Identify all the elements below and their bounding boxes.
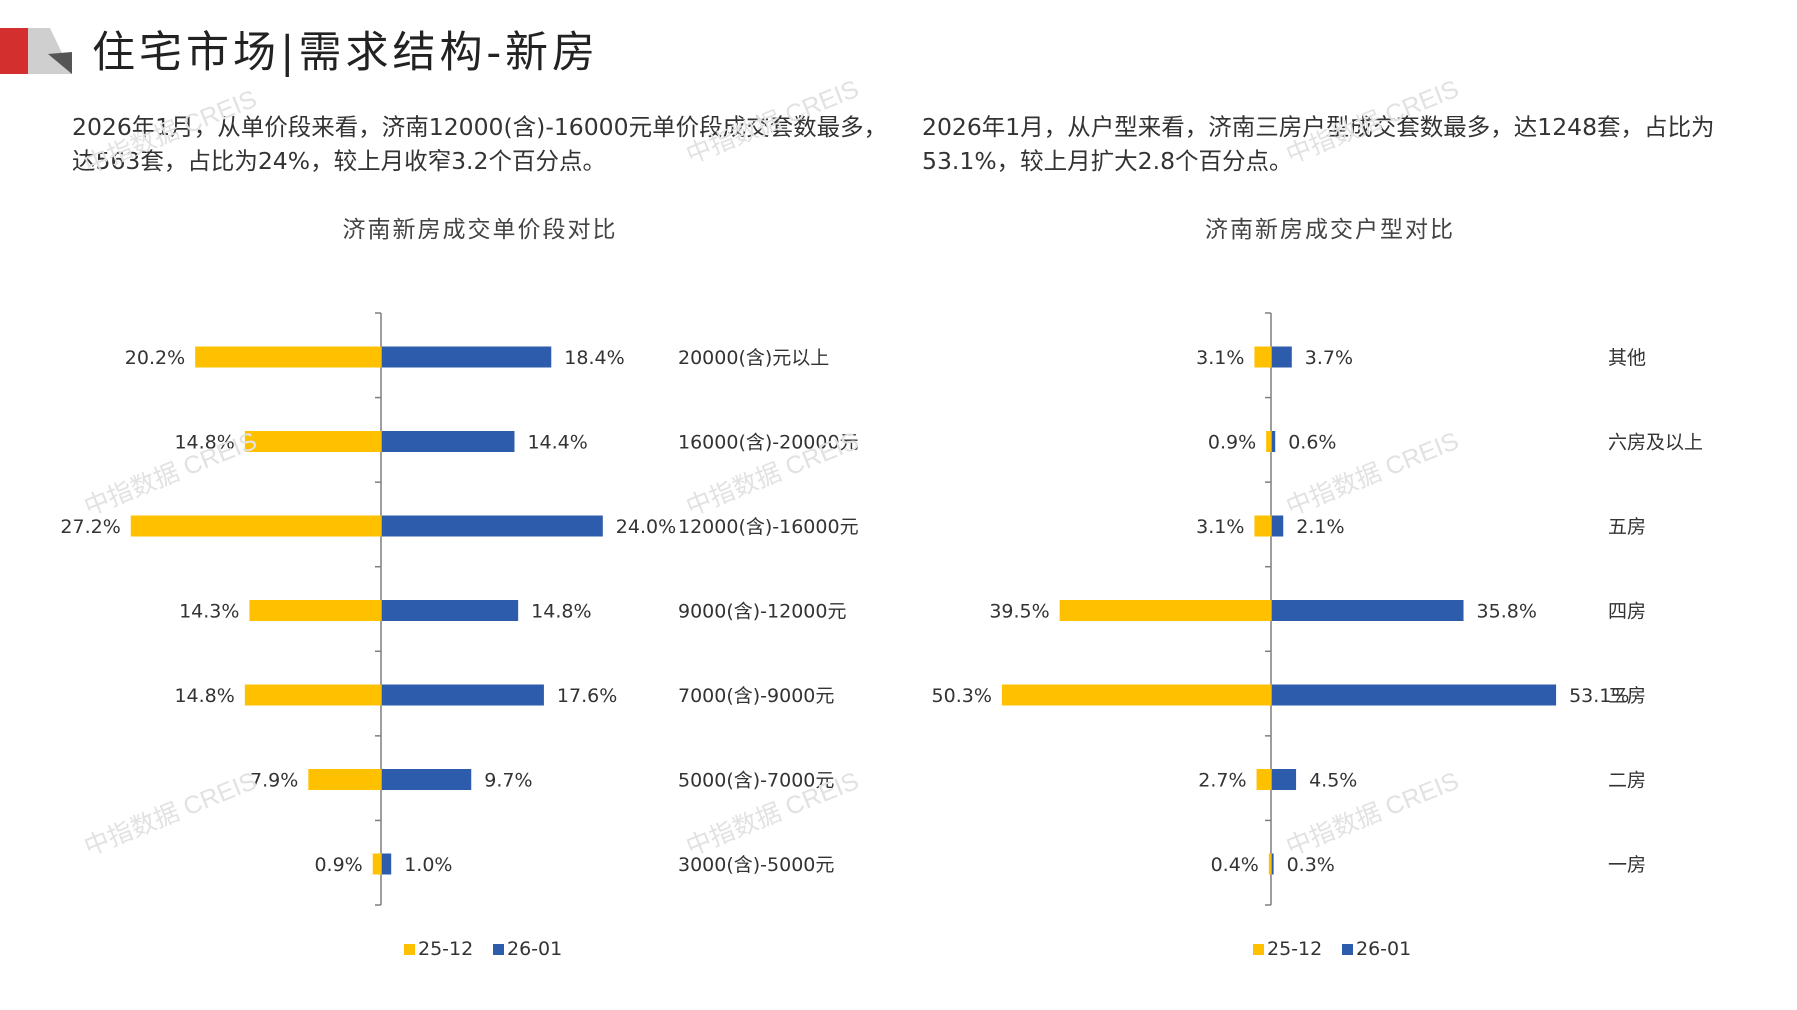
data-label-26-01: 4.5% (1309, 770, 1357, 792)
data-label-26-01: 18.4% (564, 347, 624, 369)
intro-text-price-segment: 2026年1月，从单价段来看，济南12000(含)-16000元单价段成交套数最… (72, 113, 888, 175)
bar-26-01 (1272, 515, 1284, 537)
category-label: 3000(含)-5000元 (678, 854, 834, 876)
data-label-26-01: 24.0% (616, 516, 676, 538)
category-label: 9000(含)-12000元 (678, 601, 846, 623)
data-label-26-01: 0.3% (1287, 854, 1335, 876)
chart-title-price-segment: 济南新房成交单价段对比 (342, 217, 618, 243)
bar-26-01 (382, 769, 472, 790)
bar-25-12 (1256, 769, 1271, 790)
bar-26-01 (1272, 431, 1276, 452)
legend-label-25-12: 25-12 (418, 938, 473, 960)
chart-title-unit-type: 济南新房成交户型对比 (1205, 217, 1455, 243)
data-label-26-01: 14.4% (527, 432, 587, 454)
bar-25-12 (1254, 515, 1271, 537)
data-label-26-01: 2.1% (1296, 516, 1344, 538)
data-label-25-12: 0.9% (314, 854, 362, 876)
bar-25-12 (1001, 684, 1271, 706)
category-label: 16000(含)-20000元 (678, 432, 859, 454)
data-label-26-01: 0.6% (1288, 432, 1336, 454)
data-label-26-01: 17.6% (557, 685, 617, 707)
category-label: 一房 (1608, 854, 1646, 876)
bar-25-12 (1268, 853, 1271, 875)
data-label-26-01: 53.1% (1569, 685, 1629, 707)
data-label-26-01: 35.8% (1477, 601, 1537, 623)
category-label: 五房 (1608, 516, 1646, 538)
bar-26-01 (382, 431, 515, 452)
bar-25-12 (249, 600, 381, 621)
category-label: 20000(含)元以上 (678, 347, 829, 369)
legend-swatch-26-01 (1342, 944, 1353, 955)
data-label-25-12: 27.2% (60, 516, 120, 538)
category-label: 5000(含)-7000元 (678, 770, 834, 792)
bar-26-01 (1272, 769, 1297, 790)
bar-26-01 (382, 853, 392, 875)
brand-logo-mark (0, 28, 72, 74)
category-label: 其他 (1608, 347, 1646, 369)
bar-26-01 (382, 346, 552, 368)
data-label-26-01: 14.8% (531, 601, 591, 623)
data-label-25-12: 14.8% (174, 432, 234, 454)
data-label-25-12: 3.1% (1196, 516, 1244, 538)
category-label: 7000(含)-9000元 (678, 685, 834, 707)
legend-label-25-12: 25-12 (1267, 938, 1322, 960)
bar-25-12 (1254, 346, 1271, 368)
bar-25-12 (244, 684, 381, 706)
bar-25-12 (372, 853, 381, 875)
data-label-25-12: 0.4% (1211, 854, 1259, 876)
legend-label-26-01: 26-01 (507, 938, 562, 960)
bar-26-01 (1272, 684, 1557, 706)
data-label-25-12: 39.5% (989, 601, 1049, 623)
data-label-25-12: 20.2% (125, 347, 185, 369)
bar-25-12 (130, 515, 381, 537)
legend-label-26-01: 26-01 (1356, 938, 1411, 960)
data-label-25-12: 14.3% (179, 601, 239, 623)
bar-26-01 (1272, 346, 1292, 368)
category-label: 六房及以上 (1608, 432, 1703, 454)
data-label-25-12: 14.8% (174, 685, 234, 707)
legend-swatch-25-12 (1253, 944, 1264, 955)
bar-26-01 (1272, 853, 1274, 875)
bar-26-01 (382, 600, 519, 621)
bar-25-12 (195, 346, 381, 368)
data-label-25-12: 2.7% (1198, 770, 1246, 792)
data-label-25-12: 3.1% (1196, 347, 1244, 369)
intro-text-unit-type: 2026年1月，从户型来看，济南三房户型成交套数最多，达1248套，占比为53.… (922, 113, 1715, 175)
bar-26-01 (382, 515, 603, 537)
page-title: 住宅市场|需求结构-新房 (92, 28, 600, 78)
bar-26-01 (1272, 600, 1464, 621)
category-label: 四房 (1608, 601, 1646, 623)
category-label: 12000(含)-16000元 (678, 516, 859, 538)
data-label-26-01: 3.7% (1305, 347, 1353, 369)
bar-25-12 (1266, 431, 1271, 452)
data-label-26-01: 9.7% (484, 770, 532, 792)
category-label: 三房 (1608, 685, 1646, 707)
legend-swatch-25-12 (404, 944, 415, 955)
category-label: 二房 (1608, 770, 1646, 792)
bar-25-12 (1059, 600, 1271, 621)
data-label-25-12: 50.3% (932, 685, 992, 707)
legend-swatch-26-01 (493, 944, 504, 955)
data-label-25-12: 7.9% (250, 770, 298, 792)
bar-25-12 (244, 431, 381, 452)
data-label-25-12: 0.9% (1208, 432, 1256, 454)
bar-26-01 (382, 684, 544, 706)
data-label-26-01: 1.0% (404, 854, 452, 876)
bar-25-12 (308, 769, 381, 790)
